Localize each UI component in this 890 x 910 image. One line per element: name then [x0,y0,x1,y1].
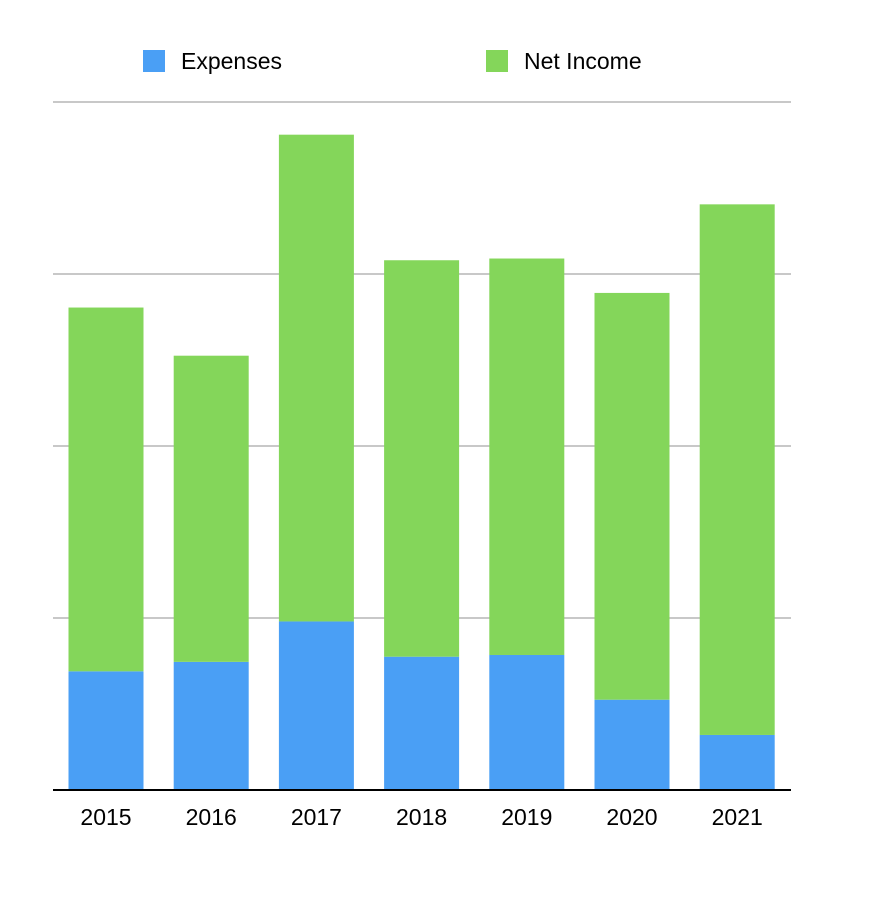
bar-net-income-2017 [278,134,354,622]
bar-expenses-2020 [594,699,670,790]
legend: Expenses Net Income [0,46,890,76]
x-tick-label: 2017 [291,804,342,830]
x-tick-label: 2018 [396,804,447,830]
bar-expenses-2021 [699,734,775,790]
legend-label-expenses: Expenses [181,47,283,74]
bar-net-income-2018 [384,260,460,657]
bar-expenses-2018 [384,656,460,790]
bar-net-income-2015 [68,307,144,672]
bar-expenses-2015 [68,671,144,790]
x-axis: 2015 2016 2017 2018 2019 2020 2021 [53,789,791,830]
bar-net-income-2019 [489,258,565,655]
bar-expenses-2016 [173,661,249,790]
legend-swatch-net-income [486,50,508,72]
bar-net-income-2016 [173,355,249,662]
bar-net-income-2021 [699,204,775,735]
x-tick-label: 2015 [80,804,131,830]
bars [68,134,775,790]
legend-item-expenses: Expenses [143,46,282,76]
x-tick-label: 2016 [186,804,237,830]
bar-expenses-2019 [489,654,565,790]
legend-swatch-expenses [143,50,165,72]
x-tick-label: 2019 [501,804,552,830]
x-tick-label: 2020 [606,804,657,830]
legend-label-net-income: Net Income [524,47,642,74]
bar-expenses-2017 [278,621,354,790]
legend-item-net-income: Net Income [486,46,642,76]
bar-net-income-2020 [594,292,670,700]
x-tick-label: 2021 [712,804,763,830]
